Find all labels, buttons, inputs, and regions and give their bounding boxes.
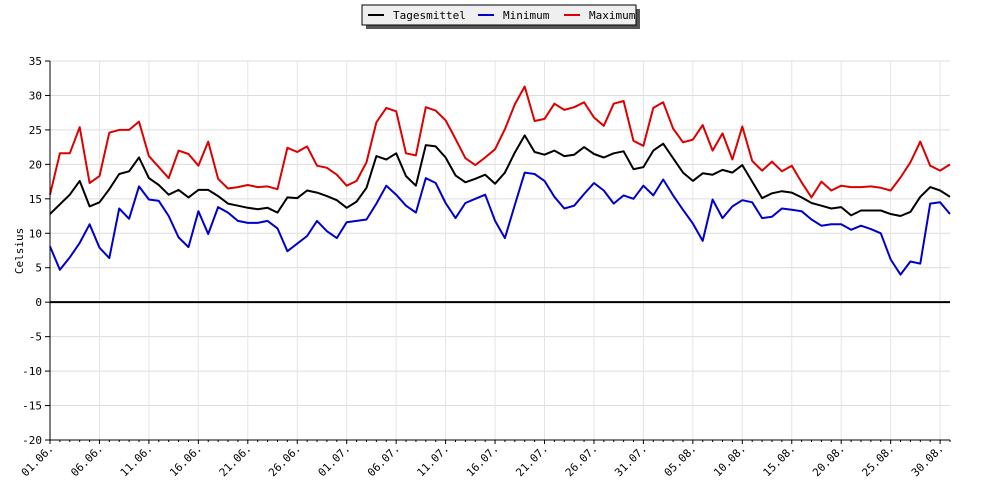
y-tick-label: -20 [22,434,42,447]
series-line-maximum [49,85,951,199]
series-line-minimum [49,171,951,276]
x-tick-label: 20.08. [810,442,847,479]
y-tick-labels: 35 30 25 20 15 10 5 0 -5 -10 -15 -20 [22,55,42,447]
y-tick-label: 0 [35,296,42,309]
y-tick-label: 25 [29,124,42,137]
x-tick-label: 26.06. [266,442,303,479]
y-tick-label: 5 [35,262,42,275]
legend-label-maximum: Maximum [589,9,636,22]
x-tick-label: 30.08. [909,442,946,479]
x-tick-label: 01.06. [19,442,56,479]
y-tick-label: 15 [29,193,42,206]
x-tick-label: 25.08. [859,442,896,479]
x-tick-label: 01.07. [316,442,353,479]
series-line-tagesmittel [49,134,951,217]
x-tick-label: 10.08. [711,442,748,479]
y-tick-label: 30 [29,89,42,102]
axes [45,60,951,444]
x-tick-label: 26.07. [563,442,600,479]
y-tick-label: 10 [29,227,42,240]
x-tick-label: 06.07. [365,442,402,479]
series-lines [49,85,951,276]
y-tick-label: -5 [29,331,42,344]
legend: Tagesmittel Minimum Maximum [361,4,640,29]
legend-box [361,4,637,26]
y-tick-label: -10 [22,365,42,378]
x-tick-label: 21.06. [217,442,254,479]
y-tick-label: 20 [29,158,42,171]
grid-lines [49,60,950,441]
x-tick-label: 16.06. [167,442,204,479]
x-tick-label: 05.08. [662,442,699,479]
x-tick-label: 16.07. [464,442,501,479]
x-tick-label: 11.07. [414,442,451,479]
x-tick-label: 11.06. [118,442,155,479]
y-tick-label: -15 [22,400,42,413]
legend-label-minimum: Minimum [503,9,550,22]
x-tick-label: 31.07. [612,442,649,479]
x-tick-labels: 01.06. 06.06. 11.06. 16.06. 21.06. 26.06. 01.0… [19,442,946,479]
x-tick-label: 15.08. [761,442,798,479]
legend-label-tagesmittel: Tagesmittel [393,9,466,22]
x-tick-label: 06.06. [68,442,105,479]
x-tick-label: 21.07. [513,442,550,479]
y-tick-label: 35 [29,55,42,68]
y-axis-label: Celsius [13,228,26,274]
